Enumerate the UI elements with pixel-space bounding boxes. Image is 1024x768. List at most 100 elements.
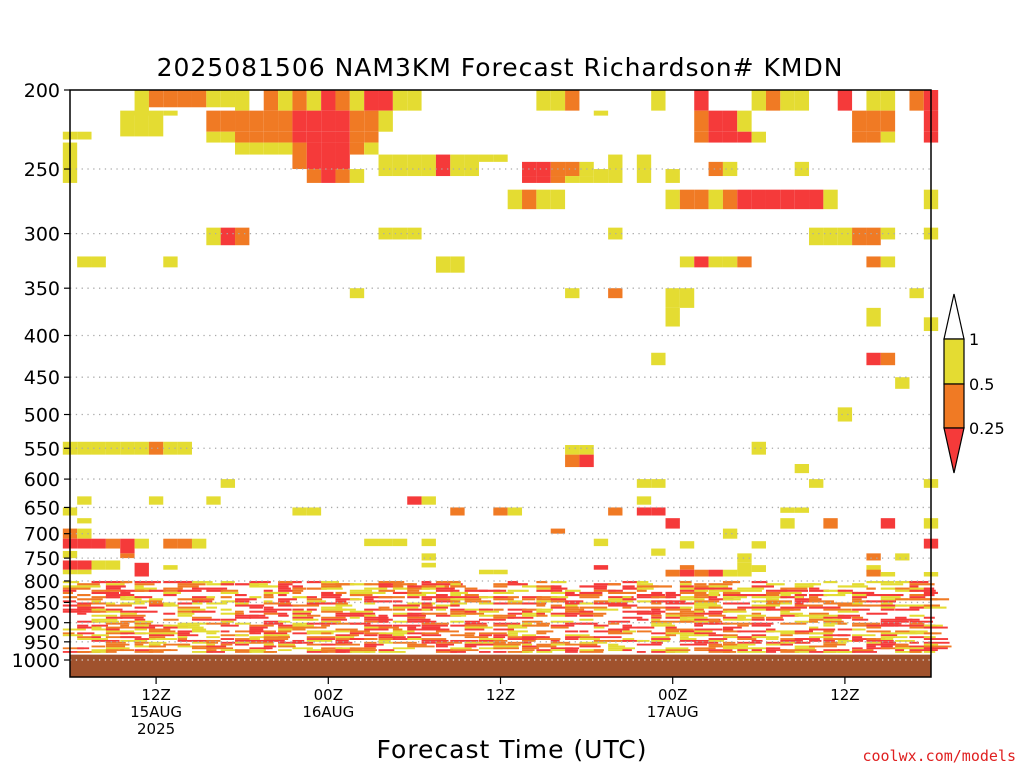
heatmap-cell xyxy=(722,645,749,648)
y-tick-label: 850 xyxy=(24,592,60,614)
x-tick-label: 00Z xyxy=(314,686,343,704)
heatmap-cell xyxy=(665,630,680,633)
heatmap-cell xyxy=(536,630,554,633)
heatmap-cell xyxy=(550,614,570,617)
heatmap-cell xyxy=(493,616,515,619)
heatmap-cell xyxy=(191,622,209,625)
heatmap-cell xyxy=(837,407,853,422)
heatmap-cell xyxy=(364,583,392,586)
heatmap-cell xyxy=(392,90,408,111)
heatmap-cell xyxy=(105,626,124,629)
heatmap-cell xyxy=(120,538,135,554)
heatmap-cell xyxy=(435,649,453,652)
heatmap-cell xyxy=(163,638,177,640)
heatmap-cell xyxy=(148,496,164,505)
heatmap-cell xyxy=(737,638,757,640)
heatmap-cell xyxy=(335,638,361,640)
heatmap-cell xyxy=(579,636,596,639)
heatmap-cell xyxy=(665,608,692,611)
heatmap-cell xyxy=(809,645,837,648)
heatmap-cell xyxy=(91,602,112,605)
heatmap-cell xyxy=(765,649,787,652)
heatmap-cell xyxy=(220,638,235,640)
heatmap-cell xyxy=(105,589,126,592)
heatmap-cell xyxy=(665,614,683,617)
heatmap-cell xyxy=(765,583,785,586)
heatmap-cell xyxy=(923,649,933,652)
heatmap-cell xyxy=(278,587,291,590)
heatmap-cell xyxy=(751,616,765,619)
heatmap-cell xyxy=(909,606,932,609)
heatmap-cell xyxy=(105,596,126,599)
heatmap-cell xyxy=(134,562,149,573)
heatmap-cell xyxy=(679,612,696,615)
heatmap-cell xyxy=(909,580,929,584)
heatmap-cell xyxy=(708,651,731,653)
heatmap-cell xyxy=(780,602,793,605)
heatmap-cell xyxy=(651,90,666,111)
heatmap-cell xyxy=(780,606,807,609)
heatmap-cell xyxy=(651,622,672,625)
heatmap-cell xyxy=(177,643,189,646)
heatmap-cell xyxy=(177,598,204,601)
heatmap-cell xyxy=(909,651,922,653)
heatmap-cell xyxy=(392,583,414,586)
heatmap-cell xyxy=(321,591,334,595)
y-axis: 200 250 300 350 400 450 500 550 600 650 7007508008… xyxy=(12,80,70,672)
heatmap-cell xyxy=(852,634,876,637)
heatmap-cell xyxy=(493,507,508,516)
heatmap-cell xyxy=(120,596,139,599)
heatmap-cell xyxy=(134,110,149,137)
heatmap-cell xyxy=(220,608,232,611)
heatmap-cell xyxy=(292,131,307,143)
heatmap-cell xyxy=(177,580,195,584)
heatmap-cell xyxy=(550,189,566,210)
heatmap-cell xyxy=(565,636,581,639)
heatmap-cell xyxy=(120,553,135,559)
heatmap-cell xyxy=(263,589,273,592)
heatmap-cell xyxy=(780,610,790,613)
heatmap-cell xyxy=(450,598,472,601)
heatmap-cell xyxy=(306,651,328,653)
heatmap-cell xyxy=(679,639,696,642)
heatmap-cell xyxy=(134,610,158,613)
heatmap-cell xyxy=(249,632,261,635)
heatmap-cell xyxy=(794,630,813,633)
heatmap-cell xyxy=(464,645,477,648)
heatmap-cell xyxy=(708,110,723,132)
heatmap-cell xyxy=(809,227,824,246)
heatmap-cell xyxy=(148,636,166,639)
heatmap-cell xyxy=(866,600,886,603)
heatmap-cell xyxy=(407,591,423,595)
heatmap-cell xyxy=(880,643,908,646)
heatmap-cell xyxy=(809,616,826,619)
heatmap-cell xyxy=(306,618,319,621)
heatmap-cell xyxy=(651,596,671,599)
heatmap-cell xyxy=(91,628,108,631)
heatmap-cell xyxy=(679,606,693,609)
heatmap-cell xyxy=(780,90,795,111)
heatmap-cell xyxy=(335,602,348,605)
heatmap-cell xyxy=(636,639,650,642)
heatmap-cell xyxy=(622,598,637,601)
heatmap-cell xyxy=(77,612,87,615)
heatmap-cell xyxy=(206,110,221,132)
heatmap-cell xyxy=(235,610,244,613)
heatmap-cell xyxy=(249,606,263,609)
heatmap-cell xyxy=(91,639,120,642)
heatmap-cell xyxy=(852,110,867,132)
heatmap-cell xyxy=(335,131,350,143)
heatmap-cell xyxy=(407,594,427,597)
heatmap-cell xyxy=(321,606,343,609)
heatmap-cell xyxy=(263,645,277,648)
heatmap-cell xyxy=(206,649,217,652)
heatmap-cell xyxy=(120,636,142,639)
heatmap-cell xyxy=(493,569,508,575)
heatmap-cell xyxy=(622,624,632,627)
heatmap-cell xyxy=(823,634,851,637)
heatmap-cell xyxy=(536,602,546,605)
heatmap-cell xyxy=(148,441,164,455)
heatmap-cell xyxy=(909,598,938,601)
heatmap-cell xyxy=(235,227,250,246)
heatmap-cell xyxy=(852,600,869,603)
